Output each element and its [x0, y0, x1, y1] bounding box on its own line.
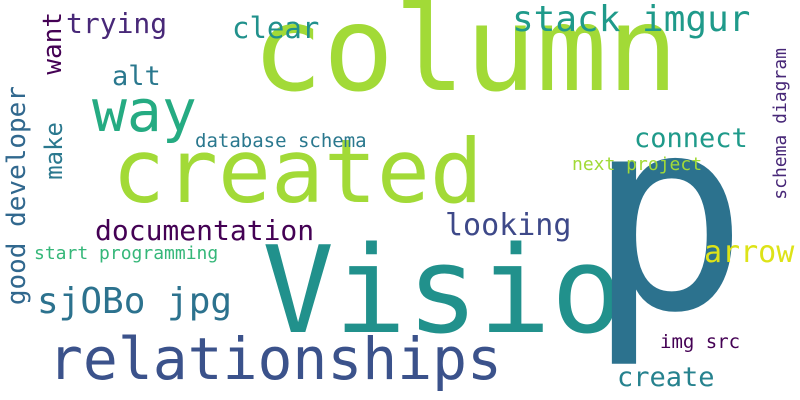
word-clear: clear [232, 11, 320, 45]
word-p: p [587, 60, 749, 372]
word-start-programming: start programming [34, 243, 219, 264]
word-create: create [617, 362, 715, 393]
word-trying: trying [66, 7, 168, 40]
word-arrow: arrow [704, 235, 795, 270]
word-looking: looking [445, 208, 572, 243]
word-img-src: img src [660, 331, 741, 353]
word-make: make [40, 122, 68, 180]
word-sjobo-jpg: sjOBo jpg [37, 281, 233, 322]
word-next-project: next project [572, 154, 703, 175]
word-way: way [92, 77, 197, 145]
word-want: want [38, 12, 68, 75]
word-relationships: relationships [48, 325, 502, 393]
word-connect: connect [634, 123, 748, 154]
word-good-developer: good developer [2, 86, 32, 306]
word-documentation: documentation [95, 214, 315, 247]
word-visio: Visio [262, 222, 624, 361]
word-column: column [252, 0, 679, 118]
word-created: created [112, 120, 483, 223]
word-alt: alt [112, 61, 161, 92]
word-stack-imgur: stack imgur [512, 0, 751, 40]
word-database-schema: database schema [195, 130, 367, 152]
word-schema-diagram: schema diagram [770, 48, 791, 200]
